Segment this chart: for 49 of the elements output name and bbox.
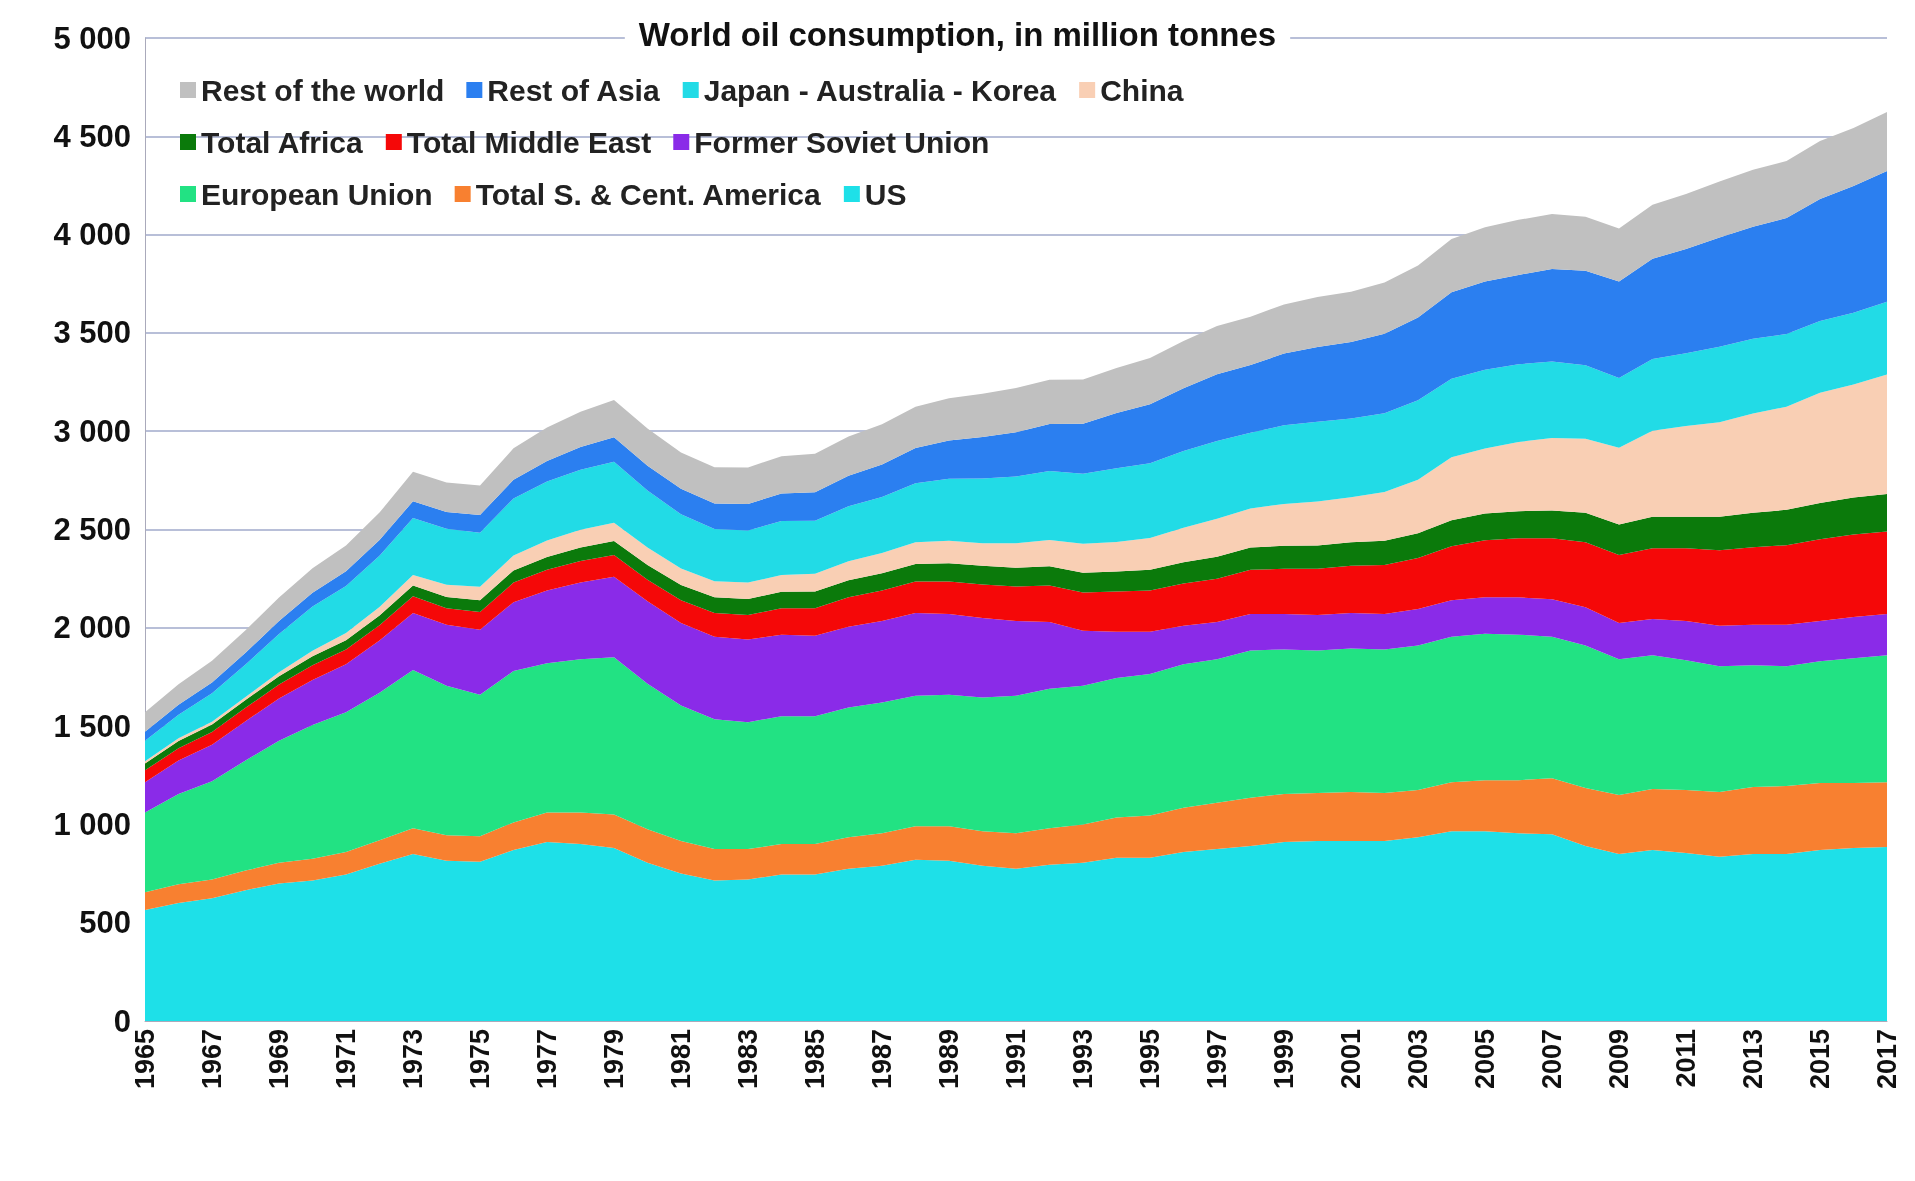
x-tick-label: 1993 (1068, 1029, 1098, 1090)
x-tick-label: 1981 (666, 1029, 696, 1090)
x-tick-label: 1977 (532, 1029, 562, 1090)
x-tick-label: 1989 (934, 1029, 964, 1090)
y-tick-label: 3 000 (53, 413, 131, 449)
legend-label: European Union (201, 177, 433, 211)
x-tick-label: 2011 (1671, 1029, 1701, 1088)
x-tick-label: 1999 (1269, 1029, 1299, 1090)
x-tick-label: 1967 (197, 1029, 227, 1090)
y-tick-label: 2 000 (53, 610, 131, 646)
x-tick-label: 2007 (1537, 1029, 1567, 1090)
x-tick-label: 2009 (1604, 1029, 1634, 1090)
x-tick-label: 1985 (800, 1029, 830, 1090)
y-tick-label: 1 500 (53, 708, 131, 744)
chart-title: World oil consumption, in million tonnes (638, 16, 1277, 53)
y-tick-label: 0 (113, 1003, 131, 1039)
y-tick-label: 4 500 (53, 118, 131, 154)
legend-label: Total Middle East (406, 125, 652, 159)
y-tick-label: 2 500 (53, 512, 131, 547)
legend-label: Japan - Australia - Korea (703, 73, 1057, 107)
x-tick-label: 1997 (1202, 1029, 1232, 1090)
x-tick-label: 2017 (1872, 1029, 1902, 1090)
x-tick-label: 1969 (264, 1029, 294, 1090)
x-tick-label: 1991 (1001, 1029, 1031, 1090)
y-tick-label: 500 (79, 905, 131, 941)
x-tick-label: 2013 (1738, 1029, 1768, 1090)
x-tick-label: 1975 (465, 1029, 495, 1090)
x-tick-label: 1965 (130, 1029, 160, 1090)
legend-label: Total S. & Cent. America (475, 177, 822, 211)
y-tick-label: 3 500 (53, 315, 131, 351)
legend-label: China (1100, 73, 1184, 107)
y-tick-label: 5 000 (53, 20, 131, 56)
x-tick-label: 1979 (599, 1029, 629, 1090)
x-tick-label: 1983 (733, 1029, 763, 1090)
x-tick-label: 1973 (398, 1029, 428, 1090)
y-tick-label: 4 000 (53, 217, 131, 253)
x-tick-label: 2005 (1470, 1029, 1500, 1090)
x-tick-label: 1987 (867, 1029, 897, 1090)
legend-label: Former Soviet Union (694, 125, 990, 159)
legend-label: Rest of the world (201, 73, 445, 107)
x-tick-label: 2003 (1403, 1029, 1433, 1090)
x-tick-label: 1995 (1135, 1029, 1165, 1090)
legend-label: US (864, 177, 907, 211)
y-tick-label: 1 000 (53, 806, 131, 842)
legend-label: Rest of Asia (487, 73, 660, 107)
x-tick-label: 1971 (331, 1029, 361, 1090)
legend-label: Total Africa (201, 125, 363, 159)
x-tick-label: 2001 (1336, 1029, 1366, 1090)
x-tick-label: 2015 (1805, 1029, 1835, 1090)
